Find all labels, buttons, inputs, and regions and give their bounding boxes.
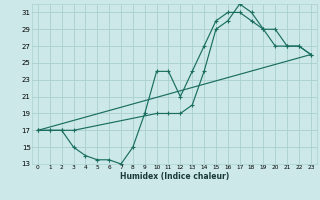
X-axis label: Humidex (Indice chaleur): Humidex (Indice chaleur) (120, 172, 229, 181)
